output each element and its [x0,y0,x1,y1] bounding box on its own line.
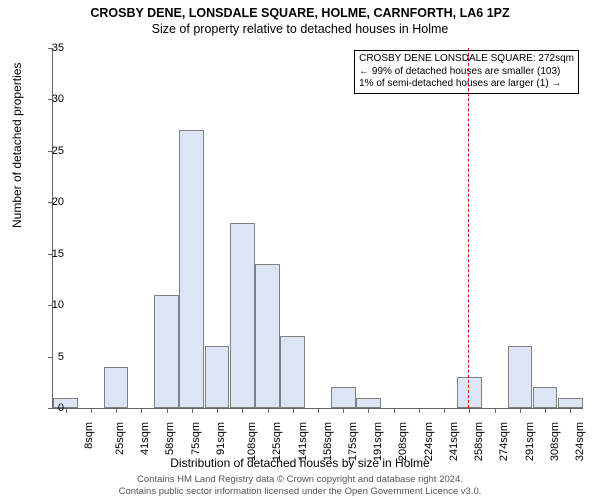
xtick-mark [570,408,571,413]
marker-line [468,48,469,408]
xtick-label: 108sqm [246,422,258,461]
histogram-bar [533,387,558,408]
histogram-bar [179,130,204,408]
xtick-label: 8sqm [83,422,95,449]
xtick-mark [469,408,470,413]
xtick-mark [116,408,117,413]
xtick-mark [91,408,92,413]
xtick-mark [66,408,67,413]
xtick-label: 274sqm [499,422,511,461]
xtick-label: 41sqm [139,422,151,455]
xtick-mark [293,408,294,413]
ytick-label: 15 [44,248,64,260]
annotation-line1: CROSBY DENE LONSDALE SQUARE: 272sqm [359,53,574,66]
xtick-mark [520,408,521,413]
xtick-mark [217,408,218,413]
histogram-bar [508,346,533,408]
xtick-label: 191sqm [372,422,384,461]
xtick-label: 258sqm [473,422,485,461]
xtick-label: 158sqm [322,422,334,461]
histogram-bar [205,346,230,408]
histogram-bar [356,398,381,408]
xtick-mark [167,408,168,413]
histogram-bar [255,264,280,408]
plot-region: CROSBY DENE LONSDALE SQUARE: 272sqm ← 99… [52,48,583,409]
ytick-label: 30 [44,93,64,105]
xtick-label: 224sqm [423,422,435,461]
xtick-mark [268,408,269,413]
footer: Contains HM Land Registry data © Crown c… [0,474,600,498]
footer-line2: Contains public sector information licen… [0,486,600,498]
xtick-label: 175sqm [347,422,359,461]
xtick-mark [444,408,445,413]
histogram-bar [154,295,179,408]
xtick-mark [495,408,496,413]
xtick-mark [545,408,546,413]
xtick-mark [368,408,369,413]
xtick-label: 291sqm [524,422,536,461]
y-axis-label: Number of detached properties [10,63,24,228]
histogram-bar [230,223,255,408]
ytick-label: 5 [44,351,64,363]
ytick-label: 35 [44,42,64,54]
xtick-label: 208sqm [398,422,410,461]
xtick-mark [343,408,344,413]
xtick-mark [242,408,243,413]
ytick-label: 10 [44,299,64,311]
histogram-bar [457,377,482,408]
histogram-bar [558,398,583,408]
xtick-label: 241sqm [448,422,460,461]
xtick-label: 91sqm [215,422,227,455]
xtick-label: 75sqm [190,422,202,455]
xtick-mark [394,408,395,413]
ytick-label: 25 [44,145,64,157]
histogram-bar [104,367,129,408]
chart-subtitle: Size of property relative to detached ho… [0,20,600,36]
chart-title: CROSBY DENE, LONSDALE SQUARE, HOLME, CAR… [0,0,600,20]
ytick-label: 0 [44,402,64,414]
ytick-label: 20 [44,196,64,208]
histogram-bar [280,336,305,408]
xtick-label: 308sqm [549,422,561,461]
xtick-mark [192,408,193,413]
footer-line1: Contains HM Land Registry data © Crown c… [0,474,600,486]
xtick-label: 25sqm [114,422,126,455]
xtick-label: 58sqm [164,422,176,455]
chart-container: CROSBY DENE, LONSDALE SQUARE, HOLME, CAR… [0,0,600,500]
xtick-label: 125sqm [271,422,283,461]
annotation-line3: 1% of semi-detached houses are larger (1… [359,78,574,91]
xtick-mark [318,408,319,413]
annotation-box: CROSBY DENE LONSDALE SQUARE: 272sqm ← 99… [354,50,579,94]
histogram-bar [331,387,356,408]
xtick-mark [419,408,420,413]
xtick-mark [141,408,142,413]
xtick-label: 141sqm [297,422,309,461]
xtick-label: 324sqm [574,422,586,461]
chart-area: CROSBY DENE LONSDALE SQUARE: 272sqm ← 99… [52,48,582,408]
annotation-line2: ← 99% of detached houses are smaller (10… [359,66,574,79]
